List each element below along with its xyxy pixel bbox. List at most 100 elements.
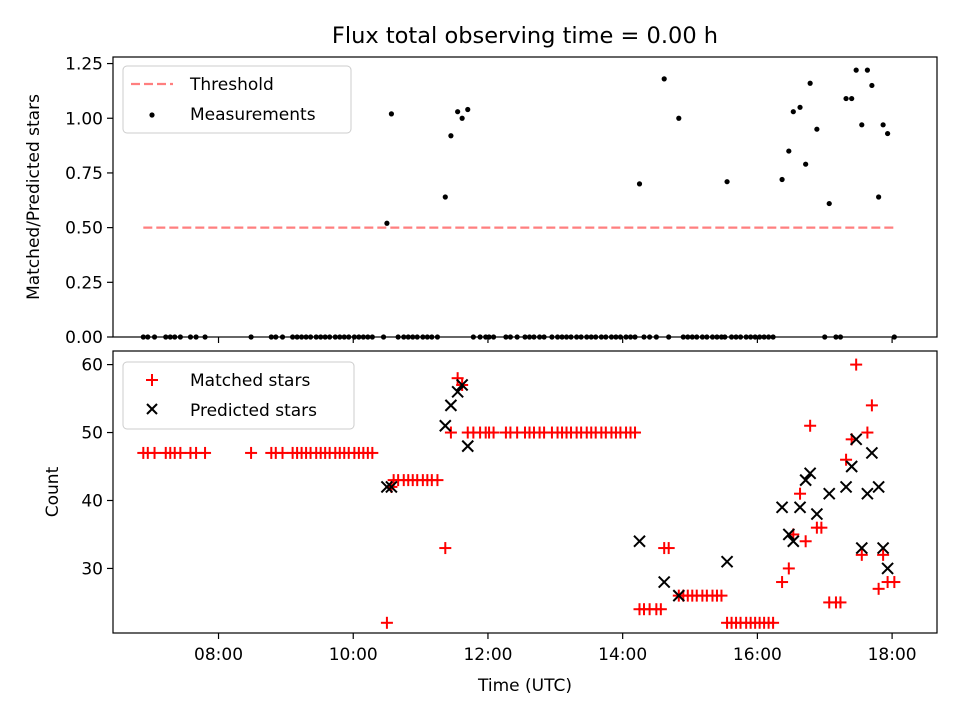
bottom-axes-frame [112, 350, 938, 634]
legend-predicted-label: Predicted stars [190, 401, 317, 421]
bottom-ytick-label: 30 [81, 559, 103, 579]
predicted-star-point [855, 541, 868, 555]
measurement-point [661, 76, 667, 82]
matched-star-point [865, 399, 878, 412]
predicted-star-point [461, 439, 474, 453]
measurement-point [790, 109, 796, 115]
top-ytick-label: 0.00 [65, 328, 103, 348]
measurement-point [442, 194, 448, 200]
measurement-point [779, 176, 785, 183]
predicted-star-point [455, 378, 469, 392]
matched-star-point [366, 446, 379, 459]
matched-star-point [815, 521, 828, 534]
matched-star-point [794, 487, 807, 500]
predicted-star-point [845, 460, 858, 473]
measurement-point [859, 122, 865, 128]
predicted-star-point [865, 446, 879, 460]
predicted-star-point [657, 575, 671, 589]
matched-star-point [840, 453, 853, 466]
measurement-point [880, 122, 886, 128]
top-axes-frame [112, 56, 938, 338]
measurement-point [864, 67, 870, 73]
matched-star-point [439, 542, 452, 555]
predicted-star-point [439, 419, 452, 432]
matched-star-point [245, 446, 258, 459]
bottom-xtick-label: 12:00 [463, 645, 512, 665]
matched-star-point [861, 426, 874, 439]
measurement-point [807, 80, 813, 86]
predicted-star-point [876, 541, 890, 555]
matched-star-point [276, 446, 289, 459]
predicted-star-point [444, 399, 458, 412]
measurement-point [876, 194, 882, 200]
predicted-star-point [803, 467, 817, 480]
matched-star-point [148, 446, 161, 459]
measurement-point [869, 82, 875, 89]
matched-star-point [444, 426, 457, 439]
bottom-legend-box [122, 361, 355, 430]
matched-star-point [855, 548, 868, 561]
measurement-point [885, 130, 891, 137]
measurement-point [786, 148, 792, 154]
bottom-xtick-label: 10:00 [329, 645, 378, 665]
measurement-point [676, 115, 682, 121]
matched-star-point [174, 446, 187, 459]
measurement-point [826, 200, 832, 207]
bottom-ylabel: Count [43, 466, 63, 517]
bottom-panel: 08:00 10:00 12:00 14:00 16:00 18:00 30 40 50 60 C… [43, 350, 938, 696]
measurement-point [459, 115, 465, 121]
matched-star-point [487, 426, 500, 439]
predicted-star-point [380, 480, 394, 494]
top-ylabel: Matched/Predicted stars [24, 94, 44, 300]
legend-threshold-label: Threshold [189, 75, 274, 95]
matched-star-point [888, 576, 901, 589]
predicted-star-point [810, 507, 824, 521]
predicted-star-point [672, 589, 686, 602]
matched-star-point [782, 562, 795, 575]
matched-star-point [451, 372, 464, 385]
predicted-star-point [861, 487, 874, 500]
legend-measurements-swatch [149, 112, 155, 118]
measurement-point [849, 95, 855, 102]
matched-star-point [799, 535, 812, 548]
bottom-xtick-label: 18:00 [868, 645, 917, 665]
matched-star-point [767, 616, 780, 629]
top-ytick-label: 1.25 [65, 55, 103, 75]
measurement-point [384, 220, 390, 226]
predicted-star-point [839, 480, 853, 494]
matched-star-point [872, 582, 885, 595]
matched-star-point [431, 474, 444, 487]
predicted-star-point [787, 535, 800, 548]
predicted-star-point [385, 480, 398, 494]
bottom-legend: Matched stars Predicted stars [122, 361, 355, 430]
bottom-ytick-label: 50 [81, 424, 103, 444]
measurement-point [797, 104, 803, 110]
matched-star-point [715, 589, 728, 602]
top-tick-layer: 0.00 0.25 0.50 0.75 1.00 1.25 [65, 55, 893, 348]
predicted-star-point [775, 501, 789, 514]
legend-measurements-label: Measurements [190, 105, 316, 125]
measurement-point [388, 111, 395, 117]
top-ytick-label: 0.50 [65, 219, 103, 239]
top-ytick-label: 1.00 [65, 109, 103, 129]
predicted-star-point [881, 562, 894, 575]
measurement-point [843, 95, 849, 102]
matched-star-point [380, 616, 393, 629]
bottom-marks-layer [137, 358, 901, 629]
bottom-ytick-label: 40 [81, 491, 103, 511]
bottom-ytick-label: 60 [81, 356, 103, 376]
matched-star-point [850, 358, 863, 371]
bottom-xtick-label: 16:00 [733, 645, 782, 665]
bottom-xtick-label: 14:00 [598, 645, 647, 665]
measurement-point [803, 161, 809, 167]
matched-star-point [629, 426, 642, 439]
measurement-point [724, 179, 730, 185]
top-legend-box [122, 65, 352, 134]
matched-star-point [776, 576, 789, 589]
predicted-star-point [793, 501, 807, 514]
bottom-xtick-label: 08:00 [194, 645, 243, 665]
top-ytick-label: 0.25 [65, 273, 103, 293]
predicted-star-point [633, 535, 646, 548]
predicted-star-point [823, 487, 836, 500]
measurement-point [814, 126, 820, 132]
